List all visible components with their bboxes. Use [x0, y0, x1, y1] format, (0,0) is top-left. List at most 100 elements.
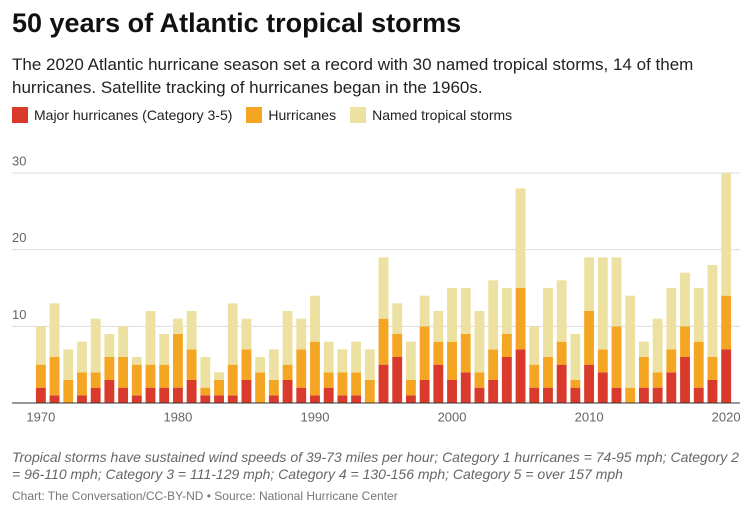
- bar-segment: [556, 280, 567, 342]
- bar-segment: [378, 364, 389, 403]
- bar-segment: [707, 357, 718, 380]
- bar-segment: [351, 372, 362, 396]
- bar-segment: [543, 357, 553, 388]
- bar-segment: [282, 311, 293, 365]
- bar-segment: [680, 326, 690, 357]
- bar-segment: [241, 380, 252, 403]
- bar-segment: [638, 357, 649, 388]
- bar-segment: [392, 303, 403, 334]
- legend-label: Named tropical storms: [372, 107, 513, 123]
- bar-segment: [680, 272, 690, 327]
- bar-segment: [433, 341, 444, 365]
- bar-segment: [131, 395, 142, 403]
- bar-segment: [351, 341, 362, 373]
- bar-segment: [625, 387, 636, 403]
- bar-segment: [63, 349, 74, 380]
- bar-segment: [515, 288, 526, 350]
- bar-segment: [474, 387, 485, 403]
- bar-segment: [474, 311, 485, 373]
- bar-segment: [392, 334, 403, 357]
- legend-swatch: [350, 107, 367, 123]
- x-tick-label: 2000: [438, 409, 467, 424]
- bar-segment: [337, 349, 348, 373]
- bar-segment: [323, 372, 334, 388]
- x-tick-label: 1970: [26, 409, 55, 424]
- bar-segment: [447, 288, 457, 342]
- bar-segment: [515, 188, 526, 288]
- bar-segment: [310, 295, 320, 342]
- bar-segment: [638, 387, 649, 403]
- bar-segment: [35, 326, 46, 365]
- bar-segment: [721, 173, 732, 296]
- bar-segment: [268, 395, 279, 403]
- bar-segment: [90, 387, 101, 403]
- bar-segment: [268, 380, 279, 396]
- legend-label: Hurricanes: [268, 107, 337, 123]
- bar-segment: [131, 357, 142, 365]
- bar-segment: [488, 380, 499, 403]
- bar-segment: [49, 303, 60, 357]
- bar-segment: [49, 395, 60, 403]
- bar-segment: [310, 341, 320, 396]
- bar-segment: [666, 349, 677, 373]
- credit: Chart: The Conversation/CC-BY-ND • Sourc…: [12, 489, 398, 503]
- bar-segment: [378, 257, 389, 319]
- bar-segment: [529, 364, 540, 388]
- bar-segment: [255, 357, 266, 373]
- legend-swatch: [246, 107, 263, 123]
- bar-segment: [214, 395, 224, 403]
- bar-segment: [693, 387, 704, 403]
- bar-segment: [501, 288, 512, 334]
- bar-segment: [90, 372, 101, 388]
- bar-segment: [474, 372, 485, 388]
- bar-segment: [707, 380, 718, 403]
- bar-segment: [488, 280, 499, 350]
- bar-segment: [172, 318, 183, 334]
- bar-segment: [282, 380, 293, 403]
- bar-segment: [584, 364, 595, 403]
- x-tick-label: 1990: [301, 409, 330, 424]
- legend: Major hurricanes (Category 3-5) Hurricane…: [12, 107, 512, 123]
- bar-segment: [392, 357, 403, 403]
- bar-segment: [405, 395, 416, 403]
- bar-segment: [337, 395, 348, 403]
- bar-segment: [460, 288, 471, 334]
- x-tick-label: 2010: [575, 409, 604, 424]
- legend-label: Major hurricanes (Category 3-5): [34, 107, 233, 123]
- legend-item: Major hurricanes (Category 3-5): [12, 107, 232, 123]
- bar-segment: [310, 395, 320, 403]
- footnote: Tropical storms have sustained wind spee…: [12, 449, 739, 482]
- bar-segment: [104, 357, 115, 380]
- bar-segment: [433, 311, 444, 342]
- bar-segment: [35, 364, 46, 388]
- bar-segment: [145, 364, 156, 388]
- bar-segment: [145, 311, 156, 365]
- bar-segment: [501, 357, 512, 403]
- bar-segment: [419, 326, 430, 380]
- bar-segment: [597, 257, 608, 350]
- bar-segment: [77, 341, 87, 373]
- bar-segment: [323, 341, 334, 373]
- bar-segment: [296, 349, 307, 388]
- bar-segment: [611, 387, 622, 403]
- bar-segment: [241, 318, 252, 350]
- bar-segment: [159, 387, 170, 403]
- bar-segment: [625, 295, 636, 388]
- bar-segment: [707, 265, 718, 357]
- bar-segment: [570, 334, 581, 380]
- bar-segment: [419, 380, 430, 403]
- bar-segment: [638, 341, 649, 357]
- bar-segment: [543, 288, 553, 357]
- y-tick-label: 10: [12, 307, 26, 322]
- bar-segment: [49, 357, 60, 396]
- bar-segment: [200, 357, 211, 388]
- bar-segment: [419, 295, 430, 327]
- bar-segment: [323, 387, 334, 403]
- bar-segment: [597, 349, 608, 373]
- bar-segment: [652, 372, 663, 388]
- bar-segment: [433, 364, 444, 403]
- bar-segment: [118, 326, 129, 357]
- bar-segment: [296, 318, 307, 350]
- bar-segment: [652, 318, 663, 373]
- bar-segment: [351, 395, 362, 403]
